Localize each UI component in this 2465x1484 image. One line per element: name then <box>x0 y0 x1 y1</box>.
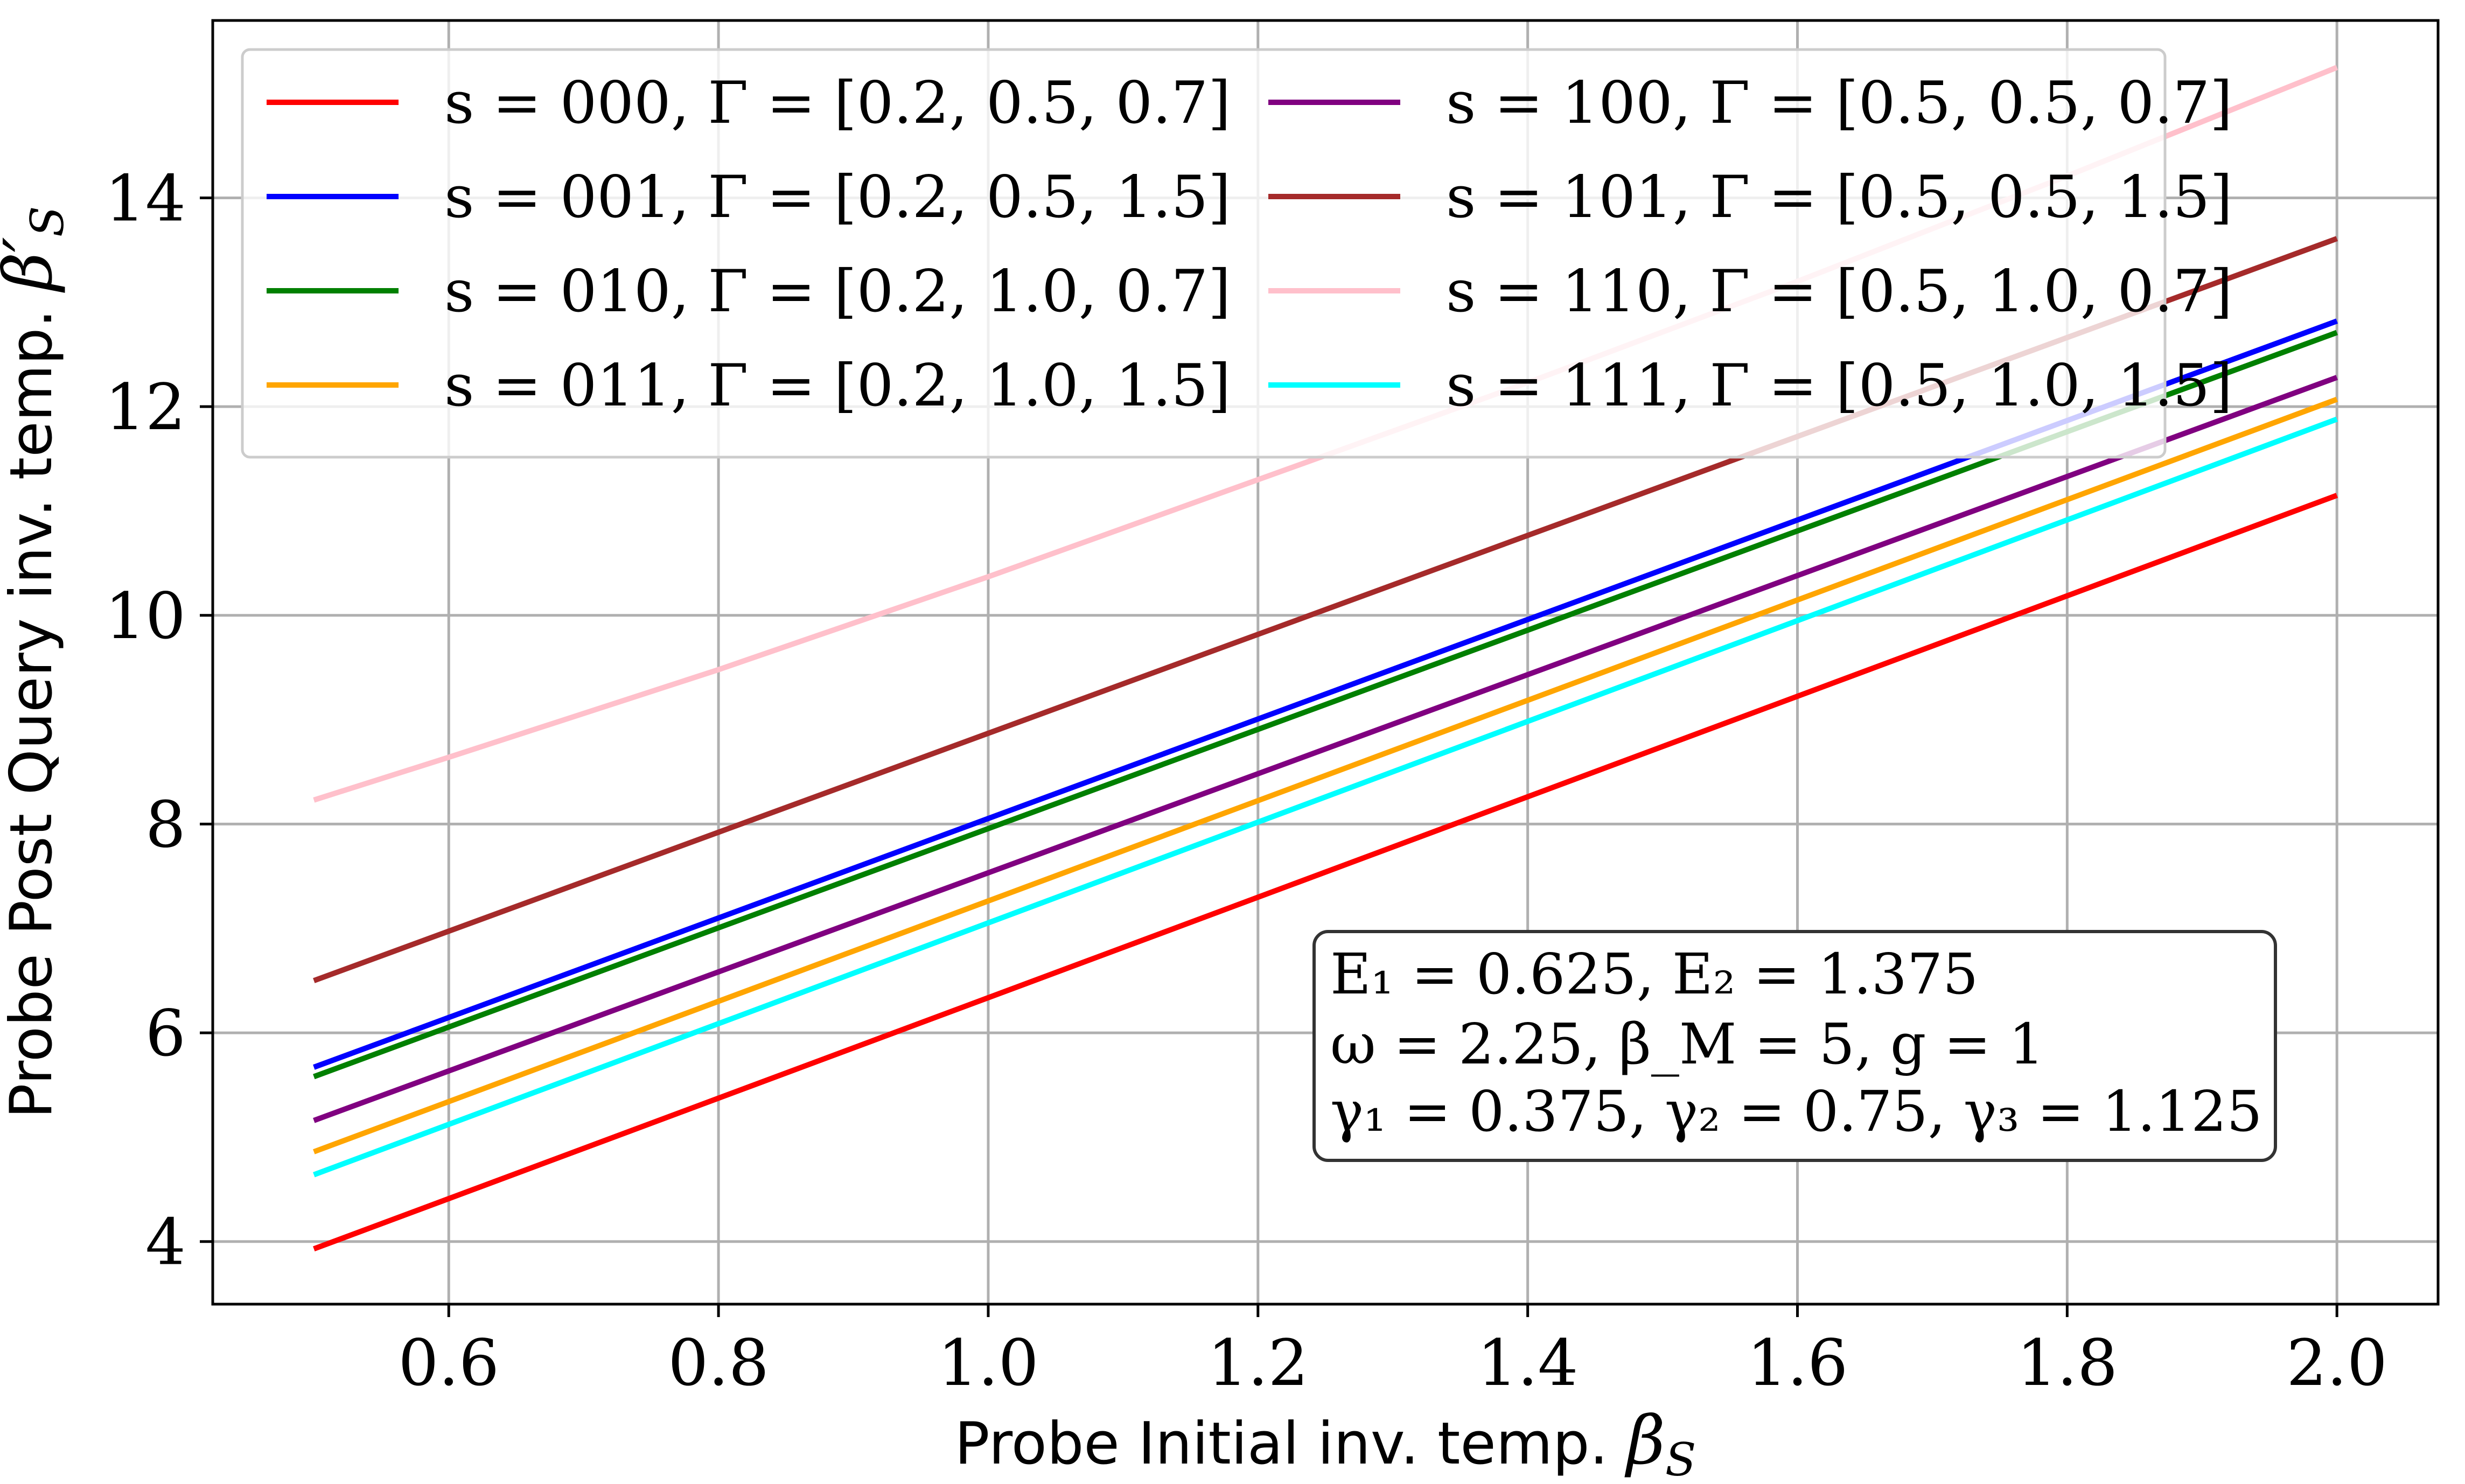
series-line-4 <box>313 375 2338 1123</box>
legend-label-5: s = 101, Γ = [0.5, 0.5, 1.5] <box>1446 164 2232 231</box>
legend-label-4: s = 100, Γ = [0.5, 0.5, 0.7] <box>1446 69 2232 137</box>
y-tick-label: 12 <box>105 370 186 444</box>
series-lines <box>313 65 2338 1251</box>
x-tick-label: 0.6 <box>398 1326 499 1400</box>
annotation-box <box>1312 930 2277 1162</box>
x-axis-label-subscript: S <box>1665 1433 1696 1484</box>
x-tick-label: 1.4 <box>1477 1326 1579 1400</box>
x-tick-label: 2.0 <box>2286 1326 2387 1400</box>
parameter-annotation: E₁ = 0.625, E₂ = 1.375 ω = 2.25, β_M = 5… <box>1312 930 2277 1162</box>
y-axis-label-symbol: β′ <box>0 237 67 293</box>
series-line-7 <box>313 416 2338 1178</box>
legend-label-7: s = 111, Γ = [0.5, 1.0, 1.5] <box>1446 352 2232 419</box>
y-tick-label: 6 <box>145 996 186 1070</box>
y-tick-label: 14 <box>105 161 186 235</box>
series-line-0 <box>313 493 2338 1251</box>
y-axis-label-subscript: S <box>21 206 74 237</box>
series-line-3 <box>313 396 2338 1154</box>
x-tick-label: 1.8 <box>2016 1326 2118 1400</box>
y-axis-ticks: 4 6 8 10 12 14 <box>105 161 213 1279</box>
annotation-line-gammas: γ₁ = 0.375, γ₂ = 0.75, γ₃ = 1.125 <box>1330 1079 2263 1144</box>
x-tick-label: 1.2 <box>1207 1326 1309 1400</box>
legend-items: s = 000, Γ = [0.2, 0.5, 0.7] s = 001, Γ =… <box>267 69 2232 419</box>
annotation-line-omega: ω = 2.25, β_M = 5, g = 1 <box>1330 1011 2044 1077</box>
y-tick-label: 4 <box>145 1205 186 1279</box>
plot-frame <box>211 19 2440 1306</box>
legend-label-3: s = 011, Γ = [0.2, 1.0, 1.5] <box>444 352 1231 419</box>
x-axis-label-symbol: β <box>1624 1402 1665 1480</box>
legend-label-0: s = 000, Γ = [0.2, 0.5, 0.7] <box>444 69 1231 137</box>
x-axis-label: Probe Initial inv. temp. βS <box>955 1402 1696 1484</box>
legend-label-1: s = 001, Γ = [0.2, 0.5, 1.5] <box>444 164 1231 231</box>
y-tick-label: 8 <box>145 787 186 862</box>
x-tick-label: 1.6 <box>1747 1326 1848 1400</box>
x-axis-ticks: 0.6 0.8 1.0 1.2 1.4 1.6 1.8 2.0 <box>398 1304 2387 1400</box>
legend: s = 000, Γ = [0.2, 0.5, 0.7] s = 001, Γ =… <box>241 48 2232 459</box>
y-tick-label: 10 <box>105 579 186 653</box>
x-tick-label: 0.8 <box>668 1326 769 1400</box>
annotation-line-energies: E₁ = 0.625, E₂ = 1.375 <box>1330 941 1978 1007</box>
y-axis-label: Probe Post Query inv. temp. β′S <box>0 206 74 1119</box>
legend-label-6: s = 110, Γ = [0.5, 1.0, 0.7] <box>1446 258 2232 325</box>
x-axis-label-text: Probe Initial inv. temp. <box>955 1410 1627 1478</box>
legend-label-2: s = 010, Γ = [0.2, 1.0, 0.7] <box>444 258 1231 325</box>
legend-box <box>241 48 2167 459</box>
x-tick-label: 1.0 <box>938 1326 1039 1400</box>
y-axis-label-text: Probe Post Query inv. temp. <box>0 291 65 1118</box>
